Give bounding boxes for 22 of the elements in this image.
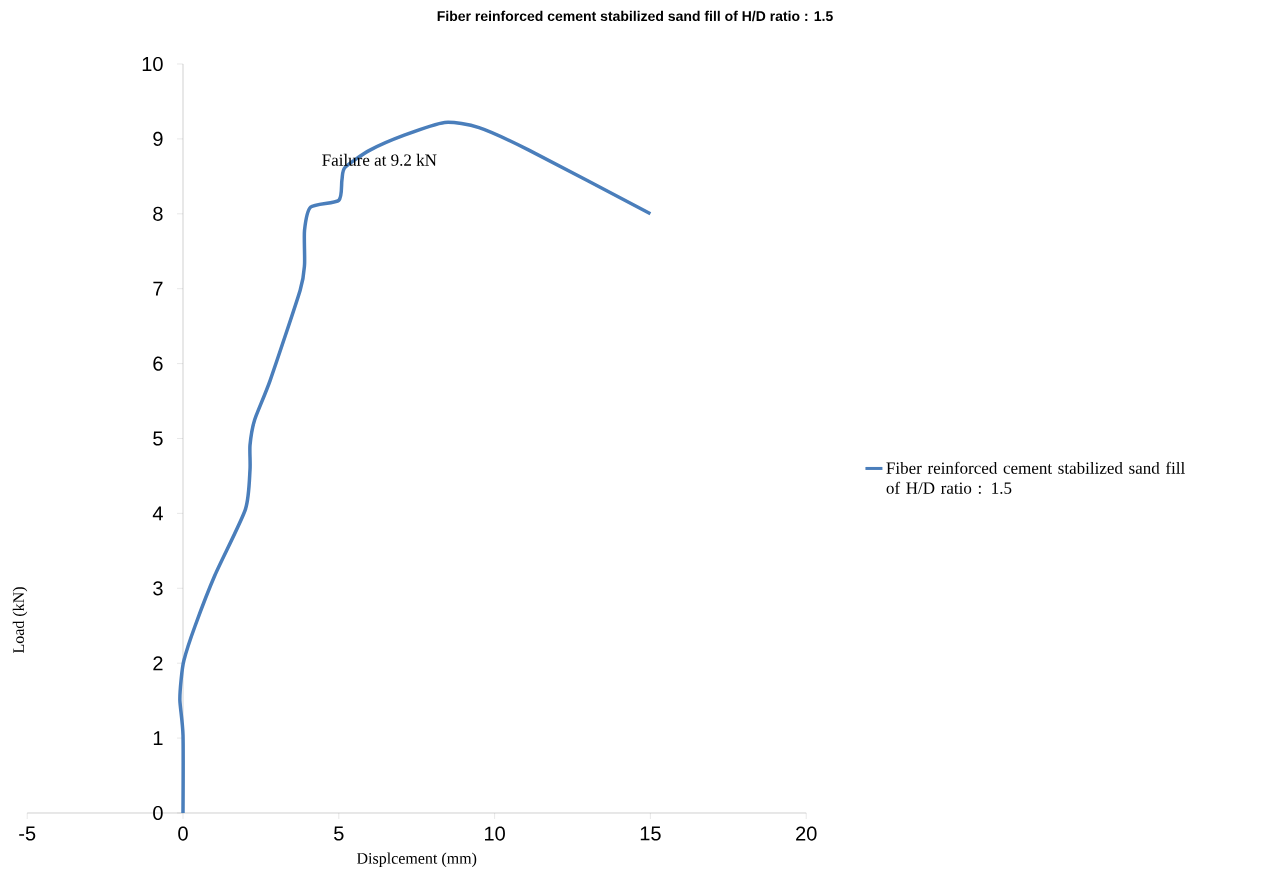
x-tick-label: 10 <box>485 826 505 841</box>
y-tick-label: 9 <box>153 131 163 146</box>
y-tick-label: 6 <box>153 356 163 371</box>
x-tick-label: 5 <box>334 826 344 841</box>
x-tick-label: 0 <box>178 826 188 841</box>
y-tick-label: 0 <box>153 805 163 820</box>
x-tick-label: -5 <box>19 826 36 841</box>
y-tick-label: 8 <box>153 206 163 221</box>
y-tick-label: 3 <box>153 581 163 596</box>
y-tick-label: 10 <box>142 56 163 71</box>
x-axis-title: Displcement (mm) <box>356 852 477 867</box>
y-tick-label: 1 <box>153 731 163 745</box>
x-tick-label: 15 <box>640 826 661 841</box>
line-series <box>178 120 653 815</box>
y-tick-label: 7 <box>153 281 163 296</box>
x-tick-label: 20 <box>796 826 817 841</box>
y-axis-title: Load (kN) <box>12 586 28 653</box>
chart-title: Fiber reinforced cement stabilized sand fill of H/D ratio : 1.5 <box>437 10 833 22</box>
y-tick-label: 5 <box>153 431 163 446</box>
y-tick-label: 4 <box>152 506 163 521</box>
y-tick-label: 2 <box>153 656 163 671</box>
legend-label: Fiber reinforced cement stabilized sand fill of H/D ratio : 1.5 <box>886 461 1185 494</box>
